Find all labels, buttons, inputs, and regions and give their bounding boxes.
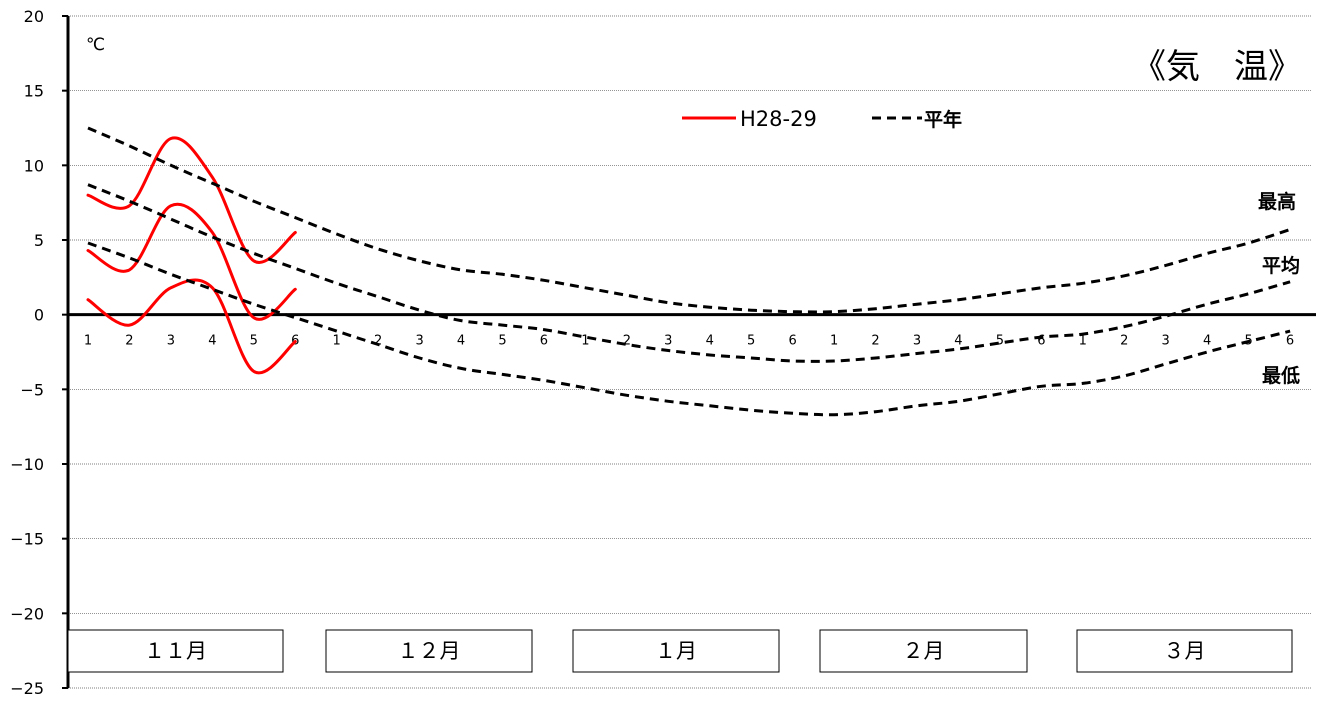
x-tick-label: 2 (623, 334, 631, 349)
chart-title: 《気 温》 (1132, 47, 1302, 87)
x-tick-label: 2 (125, 334, 133, 349)
x-tick-label: 1 (333, 334, 341, 349)
y-tick-label: −20 (10, 604, 44, 623)
month-box (572, 629, 780, 673)
x-tick-label: 6 (789, 334, 797, 349)
y-tick-label: 5 (34, 231, 44, 250)
x-axis (66, 16, 1316, 688)
x-tick-label: 2 (871, 334, 879, 349)
legend: H28-29 平年 (682, 107, 962, 131)
band-label-mean: 平均 (1262, 254, 1300, 277)
x-tick-label: 5 (498, 334, 506, 349)
x-tick-label: 2 (374, 334, 382, 349)
y-tick-label: −5 (20, 380, 44, 399)
month-box (1076, 629, 1293, 673)
series-line-normal-min (87, 241, 1291, 417)
month-box (325, 629, 533, 673)
x-tick-label: 3 (1162, 334, 1170, 349)
y-axis-tick-labels: 20 15 10 5 0 −5 −10 −15 −20 −25 (10, 7, 44, 698)
x-tick-label: 4 (706, 334, 714, 349)
band-labels: 最高 平均 最低 (1258, 190, 1300, 387)
x-tick-label: 4 (954, 334, 962, 349)
unit-label: ℃ (86, 35, 105, 55)
x-tick-label: 5 (250, 334, 258, 349)
series-line-actual-min (86, 278, 297, 375)
x-tick-label: 1 (830, 334, 838, 349)
x-tick-label: 4 (208, 334, 216, 349)
x-tick-label: 5 (747, 334, 755, 349)
series-line-normal-mean (87, 183, 1291, 363)
series-line-actual-mean (86, 202, 297, 321)
series-line-normal-max (87, 126, 1291, 314)
x-tick-label: 1 (581, 334, 589, 349)
month-label: ２月 (903, 639, 945, 663)
x-tick-label: 3 (167, 334, 175, 349)
band-label-min: 最低 (1262, 364, 1300, 387)
x-tick-label: 4 (1203, 334, 1211, 349)
y-tick-label: −15 (10, 530, 44, 549)
x-tick-label: 1 (1079, 334, 1087, 349)
x-tick-label: 3 (415, 334, 423, 349)
y-tick-label: 10 (24, 156, 44, 175)
x-tick-label: 6 (1037, 334, 1045, 349)
x-tick-label: 1 (84, 334, 92, 349)
month-box (67, 629, 284, 673)
series-lines (86, 126, 1291, 417)
y-tick-label: −10 (10, 455, 44, 474)
y-tick-label: −25 (10, 679, 44, 698)
y-tick-label: 0 (34, 306, 44, 325)
legend-normal-label: 平年 (924, 108, 962, 131)
month-box (819, 629, 1028, 673)
x-tick-label: 3 (664, 334, 672, 349)
month-label: １２月 (398, 639, 461, 663)
y-tick-label: 15 (24, 82, 44, 101)
month-label: ３月 (1164, 639, 1206, 663)
series-line-actual-max (86, 136, 297, 264)
x-tick-label: 3 (913, 334, 921, 349)
band-label-max: 最高 (1258, 190, 1296, 213)
month-label-boxes: １１月 １２月 １月 ２月 ３月 (67, 629, 1293, 673)
x-tick-label: 5 (996, 334, 1004, 349)
y-tick-label: 20 (24, 7, 44, 26)
x-tick-label: 6 (1286, 334, 1294, 349)
month-label: １月 (655, 639, 697, 663)
x-tick-label: 2 (1120, 334, 1128, 349)
month-label: １１月 (144, 639, 207, 663)
legend-actual-label: H28-29 (740, 107, 817, 131)
x-tick-label: 6 (540, 334, 548, 349)
x-tick-label: 4 (457, 334, 465, 349)
